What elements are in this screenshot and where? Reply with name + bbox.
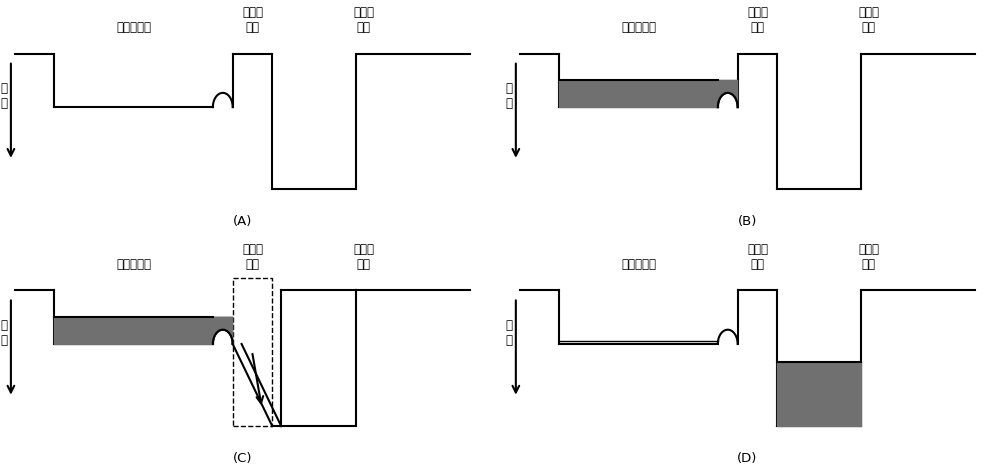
Text: 光电二极管: 光电二极管 [621, 258, 656, 271]
Text: 传递晶
体管: 传递晶 体管 [747, 6, 768, 34]
Text: 传递晶
体管: 传递晶 体管 [747, 243, 768, 271]
Text: 光电二极管: 光电二极管 [116, 258, 151, 271]
Text: (C): (C) [233, 452, 252, 465]
Text: 光电二极管: 光电二极管 [621, 21, 656, 34]
Text: 浮动扩
散区: 浮动扩 散区 [353, 6, 374, 34]
Polygon shape [213, 317, 233, 344]
Text: (B): (B) [738, 215, 757, 228]
Text: 电
势: 电 势 [0, 83, 7, 110]
Text: 浮动扩
散区: 浮动扩 散区 [858, 6, 879, 34]
Polygon shape [718, 80, 738, 107]
Text: 电
势: 电 势 [505, 83, 512, 110]
Text: (A): (A) [233, 215, 252, 228]
Text: 浮动扩
散区: 浮动扩 散区 [858, 243, 879, 271]
Polygon shape [54, 317, 213, 344]
Polygon shape [777, 362, 861, 426]
Text: 传递晶
体管: 传递晶 体管 [242, 6, 263, 34]
Text: 光电二极管: 光电二极管 [116, 21, 151, 34]
Text: 电
势: 电 势 [0, 319, 7, 347]
Polygon shape [559, 80, 718, 107]
Text: 传递晶
体管: 传递晶 体管 [242, 243, 263, 271]
Text: 浮动扩
散区: 浮动扩 散区 [353, 243, 374, 271]
Text: (D): (D) [737, 452, 758, 465]
Text: 电
势: 电 势 [505, 319, 512, 347]
